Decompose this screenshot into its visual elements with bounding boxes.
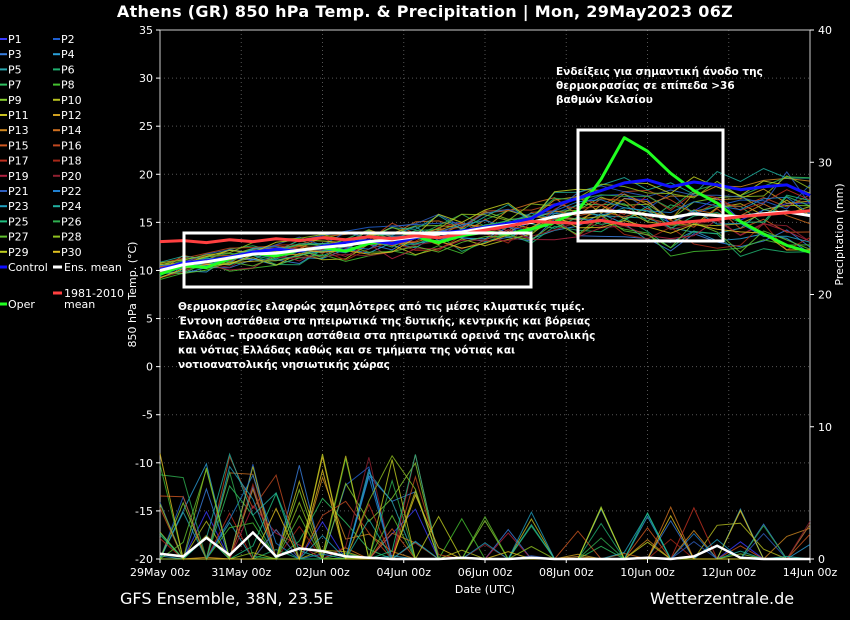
y-tick-label: -5 — [142, 409, 153, 422]
legend-label-p1: P1 — [8, 33, 22, 46]
y2-tick-label: 30 — [818, 156, 832, 169]
legend-label-climatology: 1981-2010 mean — [64, 287, 124, 311]
x-tick-label: 08Jun 00z — [539, 566, 594, 579]
legend-label-p21: P21 — [8, 185, 29, 198]
legend-label-p11: P11 — [8, 109, 29, 122]
annotations: Ενδείξεις για σημαντική άνοδο της θερμοκρ… — [177, 66, 763, 371]
member-precip-p10 — [160, 466, 810, 561]
y-tick-label: -20 — [135, 553, 153, 566]
y2-ticks: 0 10 20 30 40 — [810, 24, 832, 566]
y2-axis-label: Precipitation (mm) — [833, 183, 846, 285]
annotation-low-temps-line: Έντονη αστάθεια στα ηπειρωτικά της δυτικ… — [177, 316, 590, 328]
legend-label-p29: P29 — [8, 246, 29, 259]
legend-label-p25: P25 — [8, 215, 29, 228]
legend-label-p2: P2 — [61, 33, 75, 46]
annotation-low-temps-line: και νότιας Ελλάδας καθώς και σε τμήματα … — [178, 345, 515, 357]
y-tick-label: 25 — [139, 120, 153, 133]
legend: P1 P2 P3 P4 P5 P6 P7 P8 P9 P10 P11 P12 P13 P14 P15 P16 P… — [0, 33, 124, 311]
legend-label-p9: P9 — [8, 94, 22, 107]
member-line-p22 — [159, 196, 811, 267]
annotation-heat-line: Ενδείξεις για σημαντική άνοδο της — [556, 66, 763, 78]
y2-tick-label: 20 — [818, 289, 832, 302]
chart-title: Athens (GR) 850 hPa Temp. & Precipitatio… — [116, 2, 734, 21]
member-line-p29 — [159, 176, 811, 265]
axis-labels: Date (UTC) 850 hPa Temp. (°C) Precipitatio… — [126, 183, 846, 596]
footer-source: Wetterzentrale.de — [650, 589, 795, 608]
legend-label-p13: P13 — [8, 124, 29, 137]
y-tick-label: 20 — [139, 168, 153, 181]
legend-label-p26: P26 — [61, 215, 82, 228]
annotation-box-heat — [576, 128, 725, 243]
member-line-p10 — [159, 206, 811, 273]
y-axis-label: 850 hPa Temp. (°C) — [126, 242, 139, 348]
x-tick-label: 31May 00z — [211, 566, 271, 579]
legend-label-p28: P28 — [61, 231, 82, 244]
legend-label-p17: P17 — [8, 155, 29, 168]
y-tick-label: 30 — [139, 72, 153, 85]
grid — [159, 29, 811, 560]
member-precip-p23 — [159, 465, 810, 560]
y-tick-label: 15 — [139, 216, 153, 229]
legend-label-control: Control — [8, 261, 48, 274]
annotation-box-low-temps — [182, 231, 533, 289]
x-ticks: 29May 00z 31May 00z 02Jun 00z 04Jun 00z 06Ju… — [130, 559, 837, 579]
legend-label-p3: P3 — [8, 48, 22, 61]
y-tick-label: -10 — [135, 457, 153, 470]
legend-label-ens-mean: Ens. mean — [64, 261, 122, 274]
legend-label-p27: P27 — [8, 231, 29, 244]
member-line-p8 — [159, 220, 811, 280]
y-tick-label: -15 — [135, 505, 153, 518]
legend-label-p12: P12 — [61, 109, 82, 122]
series-line-1981-2010-mean — [159, 209, 811, 245]
x-tick-label: 02Jun 00z — [295, 566, 350, 579]
footer-model-info: GFS Ensemble, 38N, 23.5E — [120, 589, 334, 608]
x-tick-label: 14Jun 00z — [783, 566, 838, 579]
legend-label-p8: P8 — [61, 79, 75, 92]
legend-label-oper: Oper — [8, 298, 35, 311]
legend-label-p19: P19 — [8, 170, 29, 183]
annotation-low-temps-line: Θερμοκρασίες ελαφρώς χαμηλότερες από τις… — [178, 301, 585, 313]
x-tick-label: 04Jun 00z — [377, 566, 432, 579]
x-tick-label: 10Jun 00z — [620, 566, 675, 579]
legend-label-p30: P30 — [61, 246, 82, 259]
y-tick-label: 5 — [146, 313, 153, 326]
legend-label-p5: P5 — [8, 63, 22, 76]
legend-label-p4: P4 — [61, 48, 75, 61]
x-tick-label: 06Jun 00z — [458, 566, 513, 579]
y2-tick-label: 0 — [818, 553, 825, 566]
annotation-low-temps-line: Ελλάδας - προσκαιρη αστάθεια στα ηπειρωτ… — [178, 330, 595, 342]
legend-label-p6: P6 — [61, 63, 75, 76]
y2-tick-label: 40 — [818, 24, 832, 37]
legend-label-p16: P16 — [61, 139, 82, 152]
annotation-boxes — [182, 128, 725, 289]
y2-tick-label: 10 — [818, 421, 832, 434]
legend-label-p22: P22 — [61, 185, 82, 198]
legend-label-p23: P23 — [8, 200, 29, 213]
main-series — [159, 136, 811, 276]
legend-label-p15: P15 — [8, 139, 29, 152]
series-line-ens-mean — [159, 209, 811, 272]
annotation-heat-line: βαθμών Κελσίου — [556, 94, 653, 106]
legend-label-p14: P14 — [61, 124, 82, 137]
legend-label-p20: P20 — [61, 170, 82, 183]
y-ticks: -20 -15 -10 -5 0 5 10 15 20 25 30 35 — [135, 24, 160, 566]
x-tick-label: 29May 00z — [130, 566, 190, 579]
y-tick-label: 35 — [139, 24, 153, 37]
annotation-low-temps-line: νοτιοανατολικής νησιωτικής χώρας — [178, 359, 390, 371]
x-axis-label: Date (UTC) — [455, 583, 515, 596]
y-tick-label: 10 — [139, 264, 153, 277]
legend-label-p10: P10 — [61, 94, 82, 107]
legend-label-p7: P7 — [8, 79, 22, 92]
legend-label-p18: P18 — [61, 155, 82, 168]
y-tick-label: 0 — [146, 361, 153, 374]
legend-label-p24: P24 — [61, 200, 82, 213]
annotation-heat-line: θερμοκρασίας σε επίπεδα >36 — [556, 80, 735, 92]
x-tick-label: 12Jun 00z — [702, 566, 757, 579]
